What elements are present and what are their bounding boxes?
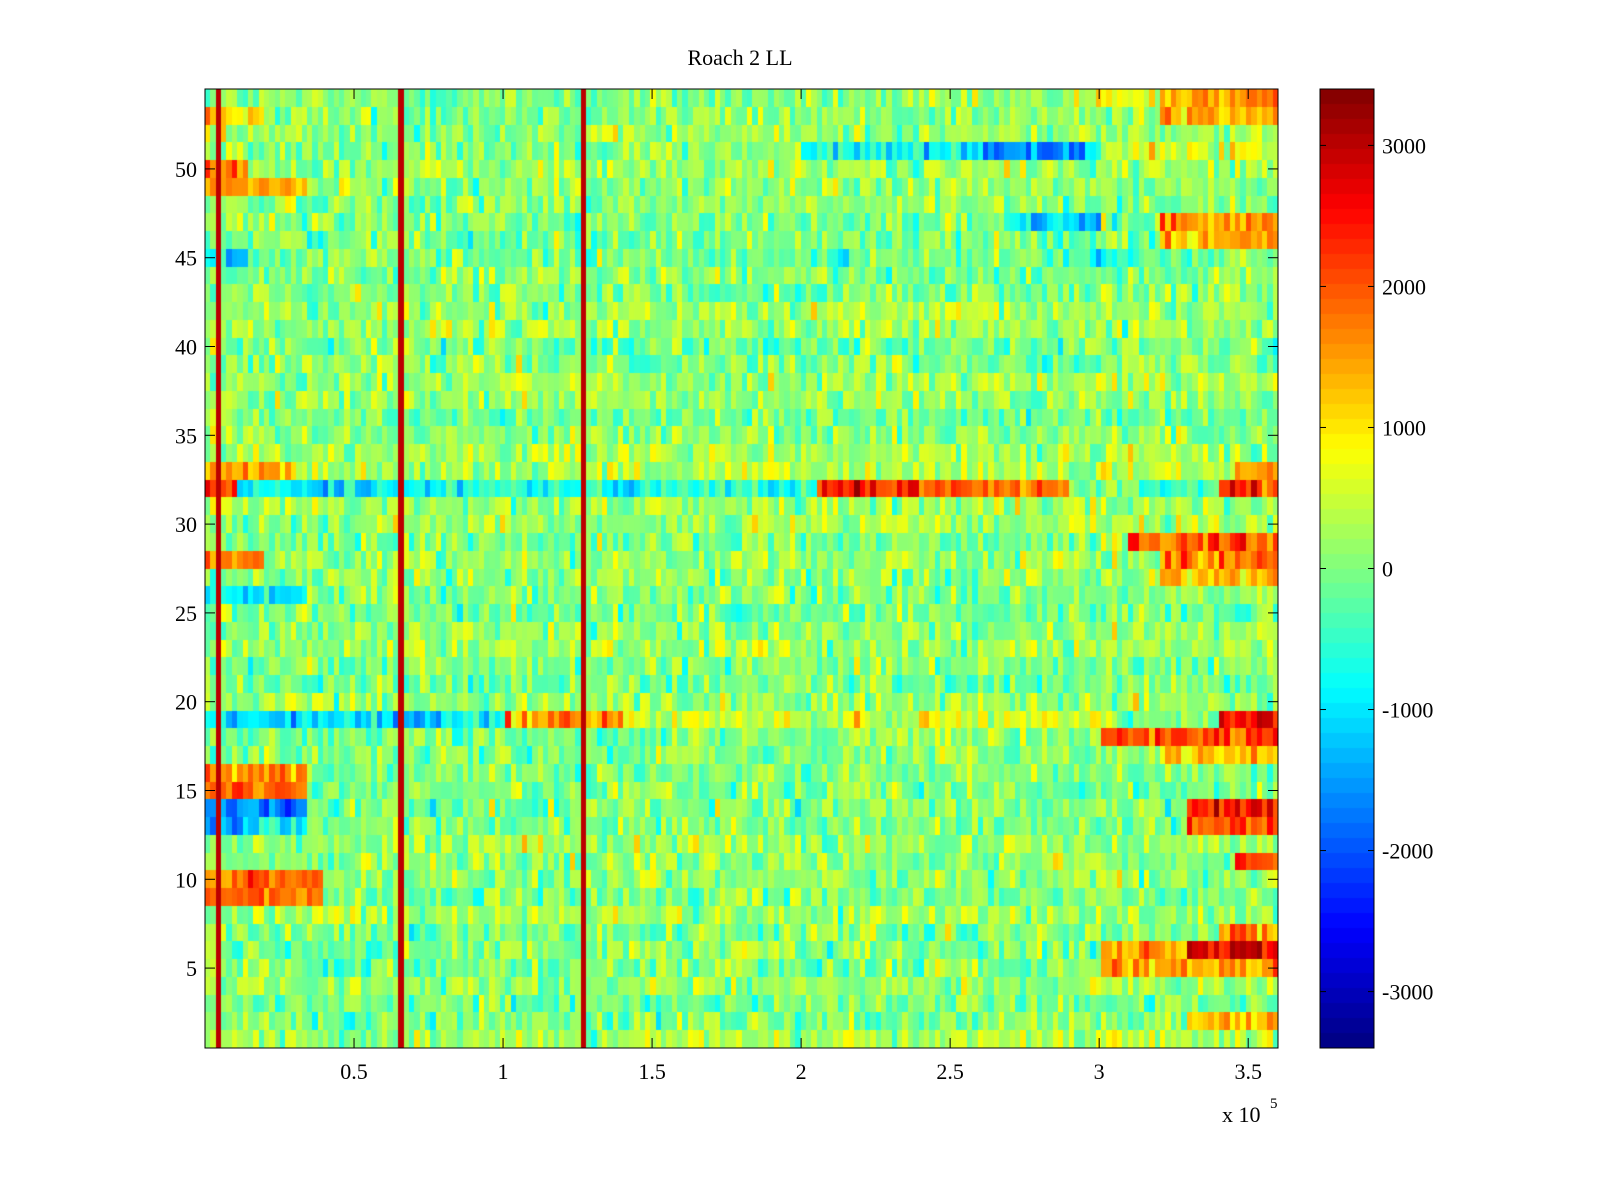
y-tick-label: 45 <box>175 246 197 271</box>
x-tick-label: 2 <box>796 1059 807 1084</box>
x-axis-ticks: 0.5 1 1.5 2 2.5 3 3.5 <box>340 89 1262 1084</box>
y-tick-label: 10 <box>175 867 197 892</box>
colorbar-tick-label: -2000 <box>1382 839 1433 864</box>
colorbar-ticks: 3000 2000 1000 0 -1000 -2000 -3000 <box>1320 133 1433 1005</box>
colorbar-tick-label: -3000 <box>1382 980 1433 1005</box>
x-tick-label: 1 <box>498 1059 509 1084</box>
colorbar-tick-label: 1000 <box>1382 415 1426 440</box>
x-multiplier-base: x 10 <box>1222 1102 1261 1127</box>
colorbar: 3000 2000 1000 0 -1000 -2000 -3000 <box>1319 88 1433 1049</box>
y-tick-label: 50 <box>175 157 197 182</box>
x-tick-label: 1.5 <box>638 1059 666 1084</box>
y-axis-ticks: 5 10 15 20 25 30 35 40 45 50 <box>175 157 1278 981</box>
colorbar-tick-label: 0 <box>1382 557 1393 582</box>
y-tick-label: 40 <box>175 335 197 360</box>
x-multiplier-exponent: 5 <box>1270 1096 1278 1112</box>
y-tick-label: 20 <box>175 690 197 715</box>
x-tick-label: 2.5 <box>936 1059 964 1084</box>
y-tick-label: 30 <box>175 512 197 537</box>
colorbar-tick-label: 3000 <box>1382 133 1426 158</box>
colorbar-gradient <box>1320 89 1374 1048</box>
x-tick-label: 3 <box>1094 1059 1105 1084</box>
y-tick-label: 35 <box>175 423 197 448</box>
heatmap-cells <box>205 89 1278 1048</box>
chart-title: Roach 2 LL <box>687 45 792 70</box>
x-tick-label: 3.5 <box>1234 1059 1262 1084</box>
plot-frame <box>204 88 1279 1049</box>
y-tick-label: 15 <box>175 778 197 803</box>
colorbar-tick-label: 2000 <box>1382 274 1426 299</box>
y-tick-label: 25 <box>175 601 197 626</box>
x-tick-label: 0.5 <box>340 1059 368 1084</box>
x-axis-multiplier: x 10 5 <box>1222 1096 1278 1127</box>
colorbar-tick-label: -1000 <box>1382 698 1433 723</box>
y-tick-label: 5 <box>186 956 197 981</box>
plot-area: 0.5 1 1.5 2 2.5 3 3.5 5 10 15 20 25 30 35 40 45 50 <box>175 88 1279 1084</box>
